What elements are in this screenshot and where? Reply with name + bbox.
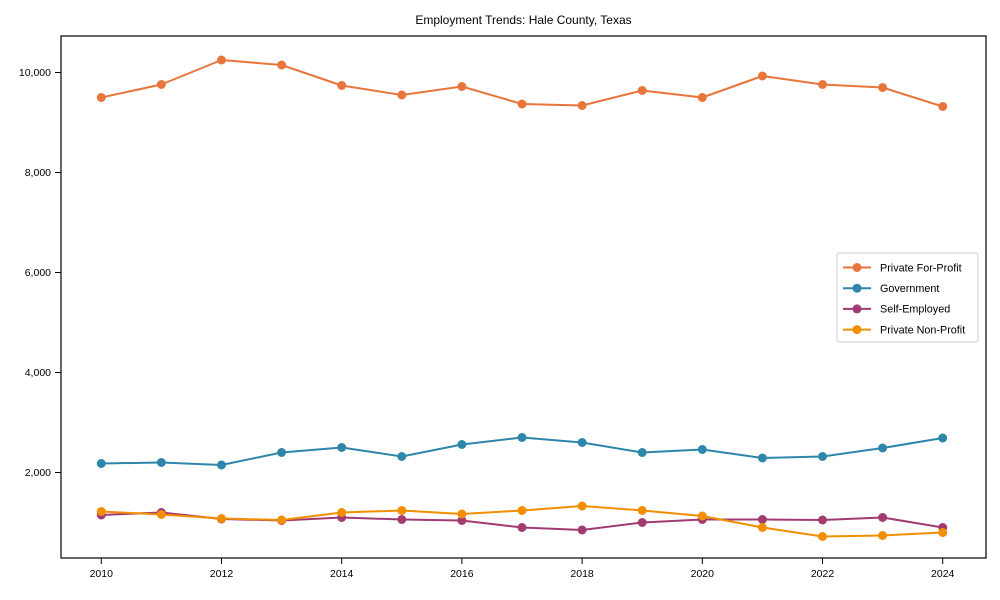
data-point-private-non-profit-2020	[697, 511, 707, 521]
data-point-government-2010	[96, 459, 106, 468]
data-point-government-2013	[277, 448, 287, 457]
data-point-private-non-profit-2014	[337, 508, 347, 517]
data-point-private-for-profit-2012	[216, 55, 226, 65]
data-point-private-non-profit-2010	[96, 507, 106, 516]
y-tick-label: 8,000	[25, 167, 51, 179]
data-point-government-2011	[156, 458, 166, 467]
data-point-private-for-profit-2015	[397, 90, 407, 100]
x-tick-label: 2020	[691, 568, 715, 580]
legend-label-self-employed: Self-Employed	[880, 304, 950, 316]
data-point-self-employed-2015	[397, 515, 407, 524]
data-point-private-for-profit-2013	[277, 60, 287, 70]
data-point-private-non-profit-2012	[216, 514, 226, 523]
legend: Private For-Profit Government Self-Employe…	[836, 252, 979, 343]
data-point-self-employed-2018	[577, 525, 587, 535]
data-point-private-non-profit-2017	[517, 506, 527, 515]
data-point-government-2018	[577, 438, 587, 447]
data-point-private-non-profit-2024	[938, 528, 948, 537]
legend-marker-government	[852, 283, 862, 293]
legend-label-government: Government	[880, 283, 939, 295]
data-point-private-for-profit-2020	[697, 93, 707, 102]
y-tick-label: 2,000	[25, 467, 51, 479]
data-point-private-non-profit-2015	[397, 506, 407, 515]
data-point-self-employed-2022	[818, 515, 828, 525]
x-tick-label: 2010	[90, 568, 114, 580]
data-point-self-employed-2021	[757, 515, 767, 524]
data-point-self-employed-2017	[517, 523, 527, 532]
data-point-private-non-profit-2021	[757, 523, 767, 532]
data-point-private-non-profit-2022	[818, 532, 828, 541]
data-point-private-for-profit-2022	[818, 80, 828, 89]
data-point-government-2017	[517, 433, 527, 442]
data-point-government-2020	[697, 445, 707, 454]
chart-title: Employment Trends: Hale County, Texas	[415, 13, 631, 27]
plot-frame	[60, 35, 987, 559]
data-point-self-employed-2023	[878, 513, 888, 522]
legend-frame	[836, 252, 979, 343]
data-point-private-for-profit-2014	[337, 81, 347, 90]
data-point-government-2023	[878, 443, 888, 453]
y-tick-label: 10,000	[19, 67, 51, 79]
data-point-private-for-profit-2021	[757, 71, 767, 81]
plot-area	[96, 55, 948, 541]
y-tick-label: 6,000	[25, 267, 51, 279]
data-point-self-employed-2019	[637, 518, 647, 527]
data-point-private-non-profit-2019	[637, 506, 647, 515]
data-point-government-2015	[397, 452, 407, 461]
data-point-private-for-profit-2017	[517, 99, 527, 109]
legend-item-government: Government	[843, 283, 939, 295]
data-point-private-for-profit-2010	[96, 93, 106, 102]
data-point-private-for-profit-2023	[878, 83, 888, 92]
legend-label-private-non-profit: Private Non-Profit	[880, 324, 965, 336]
data-point-government-2022	[818, 452, 828, 461]
legend-marker-private-for-profit	[852, 263, 862, 272]
data-point-private-non-profit-2023	[878, 531, 888, 540]
x-tick-label: 2022	[811, 568, 835, 580]
x-tick-label: 2012	[210, 568, 234, 580]
data-point-government-2019	[637, 448, 647, 457]
data-point-self-employed-2016	[457, 516, 467, 525]
x-tick-label: 2024	[931, 568, 955, 580]
x-tick-label: 2016	[450, 568, 474, 580]
data-point-government-2014	[337, 443, 347, 452]
data-point-private-for-profit-2018	[577, 101, 587, 110]
data-point-private-non-profit-2013	[277, 515, 287, 525]
series-private-non-profit	[96, 501, 948, 541]
y-tick-label: 4,000	[25, 367, 51, 379]
legend-marker-private-non-profit	[852, 325, 862, 335]
data-point-private-non-profit-2011	[156, 510, 166, 519]
data-point-government-2024	[938, 433, 948, 443]
legend-label-private-for-profit: Private For-Profit	[880, 262, 962, 274]
legend-item-private-for-profit: Private For-Profit	[843, 262, 962, 274]
data-point-private-for-profit-2011	[156, 80, 166, 89]
data-point-private-non-profit-2016	[457, 509, 467, 519]
data-point-private-non-profit-2018	[577, 501, 587, 511]
series-government	[96, 433, 948, 470]
data-point-private-for-profit-2019	[637, 86, 647, 95]
data-point-government-2016	[457, 440, 467, 449]
legend-item-private-non-profit: Private Non-Profit	[843, 324, 965, 336]
legend-marker-self-employed	[852, 304, 862, 314]
data-point-government-2012	[216, 460, 226, 470]
axes: 2,000 4,000 6,000 8,000 10,000 2010 2012 2014 20…	[19, 35, 987, 580]
series-private-for-profit	[96, 55, 948, 111]
data-point-private-for-profit-2016	[457, 82, 467, 91]
legend-item-self-employed: Self-Employed	[843, 304, 950, 316]
x-tick-label: 2018	[570, 568, 594, 580]
data-point-private-for-profit-2024	[938, 102, 948, 111]
data-point-government-2021	[757, 453, 767, 463]
x-tick-label: 2014	[330, 568, 354, 580]
